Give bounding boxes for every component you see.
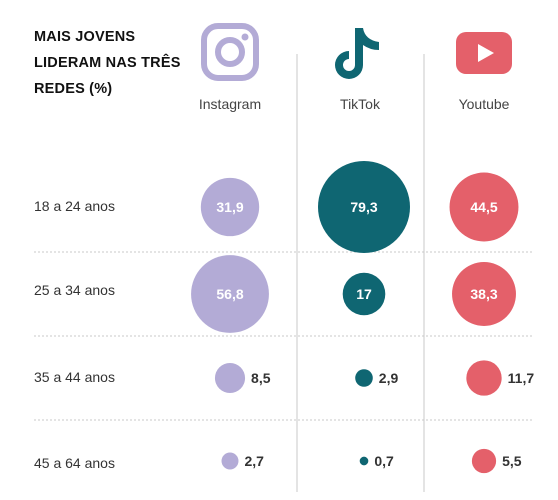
bubble-youtube-1 (452, 262, 516, 326)
tiktok-icon (335, 28, 379, 79)
value-label-instagram-1: 56,8 (216, 286, 243, 302)
bubble-instagram-2 (214, 362, 246, 394)
value-label-tiktok-0: 79,3 (350, 199, 377, 215)
bubble-tiktok-3 (359, 456, 369, 466)
value-label-instagram-2: 8,5 (251, 370, 271, 386)
bubble-instagram-1 (191, 255, 269, 333)
column-label-youtube: Youtube (458, 96, 510, 112)
bubble-youtube-2 (466, 360, 502, 396)
column-label-tiktok: TikTok (340, 96, 380, 112)
row-label-35-44: 35 a 44 anos (34, 369, 115, 385)
column-label-instagram: Instagram (198, 96, 262, 112)
bubble-tiktok-0 (318, 161, 410, 253)
row-label-25-34: 25 a 34 anos (34, 282, 115, 298)
value-label-youtube-2: 11,7 (508, 370, 535, 386)
value-label-youtube-3: 5,5 (502, 453, 522, 469)
youtube-icon (456, 32, 512, 74)
bubble-youtube-0 (449, 172, 519, 242)
row-label-18-24: 18 a 24 anos (34, 198, 115, 214)
bubble-tiktok-1 (342, 272, 386, 316)
bubble-instagram-3 (221, 452, 239, 470)
row-label-45-64: 45 a 64 anos (34, 455, 115, 471)
value-label-instagram-3: 2,7 (244, 453, 264, 469)
value-label-instagram-0: 31,9 (216, 199, 243, 215)
bubble-instagram-0 (200, 177, 260, 237)
value-label-tiktok-2: 2,9 (379, 370, 399, 386)
chart-title: MAIS JOVENS LIDERAM NAS TRÊS REDES (%) (34, 29, 181, 97)
bubble-youtube-3 (471, 448, 497, 474)
value-label-tiktok-3: 0,7 (374, 453, 394, 469)
instagram-icon (201, 23, 259, 81)
bubble-tiktok-2 (355, 369, 373, 387)
value-label-youtube-0: 44,5 (470, 199, 497, 215)
value-label-youtube-1: 38,3 (470, 286, 497, 302)
value-label-tiktok-1: 17 (356, 286, 372, 302)
